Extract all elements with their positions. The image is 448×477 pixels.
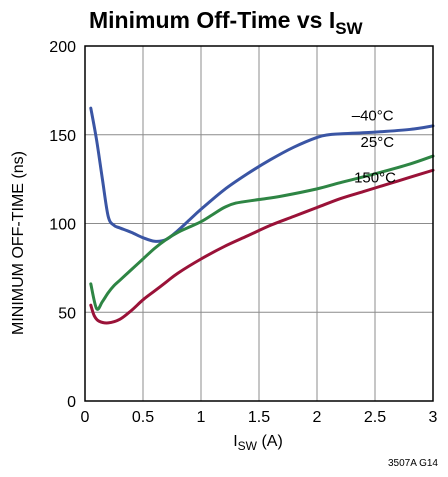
- chart-title: Minimum Off-Time vs ISW: [89, 7, 364, 38]
- series-label-1: 25°C: [361, 134, 395, 151]
- x-tick-label: 1.5: [248, 409, 270, 426]
- y-axis-label: MINIMUM OFF-TIME (ns): [10, 151, 27, 335]
- x-tick-label: 0: [81, 409, 90, 426]
- chart-title-subscript: SW: [335, 19, 363, 38]
- x-axis-label-unit: (A): [257, 433, 283, 450]
- series-line-1: [89, 154, 435, 311]
- plot-frame: [84, 45, 434, 402]
- data-series: [89, 106, 435, 325]
- y-tick-label: 50: [58, 305, 76, 322]
- axis-ticks: 0 0.5 1 1.5 2 2.5 3 0 50 100 150 200: [49, 39, 437, 426]
- series-line-0: [89, 106, 435, 243]
- x-axis-label-main: I: [233, 433, 237, 450]
- x-tick-label: 2: [313, 409, 322, 426]
- figure-id: 3507A G14: [388, 458, 438, 469]
- series-line-2: [89, 168, 435, 325]
- series-labels: –40°C 25°C 150°C: [352, 108, 396, 187]
- series-label-0: –40°C: [352, 108, 394, 125]
- x-tick-label: 0.5: [132, 409, 154, 426]
- y-tick-label: 200: [49, 39, 76, 56]
- series-label-2: 150°C: [354, 170, 396, 187]
- grid-lines: [85, 46, 433, 401]
- x-axis-label: ISW (A): [233, 433, 283, 453]
- y-tick-label: 0: [67, 394, 76, 411]
- x-axis-label-subscript: SW: [238, 439, 258, 453]
- x-tick-label: 3: [429, 409, 438, 426]
- y-tick-label: 150: [49, 128, 76, 145]
- y-tick-label: 100: [49, 217, 76, 234]
- x-tick-label: 2.5: [364, 409, 386, 426]
- chart-title-main: Minimum Off-Time vs I: [89, 7, 335, 33]
- x-tick-label: 1: [197, 409, 206, 426]
